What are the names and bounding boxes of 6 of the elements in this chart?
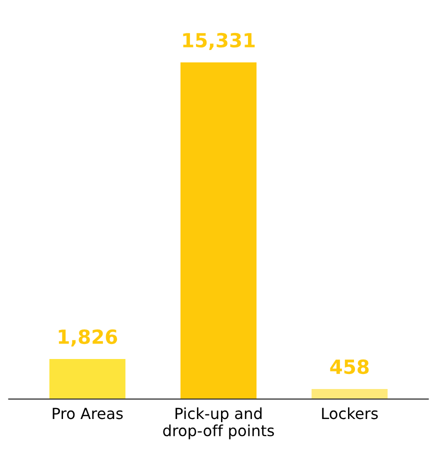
data-label: 1,826 — [58, 329, 118, 347]
x-tick-label: Pick-up and drop-off points — [163, 407, 274, 440]
x-tick-label: Pro Areas — [52, 408, 123, 420]
x-tick-label: Lockers — [322, 407, 378, 420]
data-label: 15,331 — [183, 32, 255, 50]
data-label: 458 — [330, 359, 369, 374]
